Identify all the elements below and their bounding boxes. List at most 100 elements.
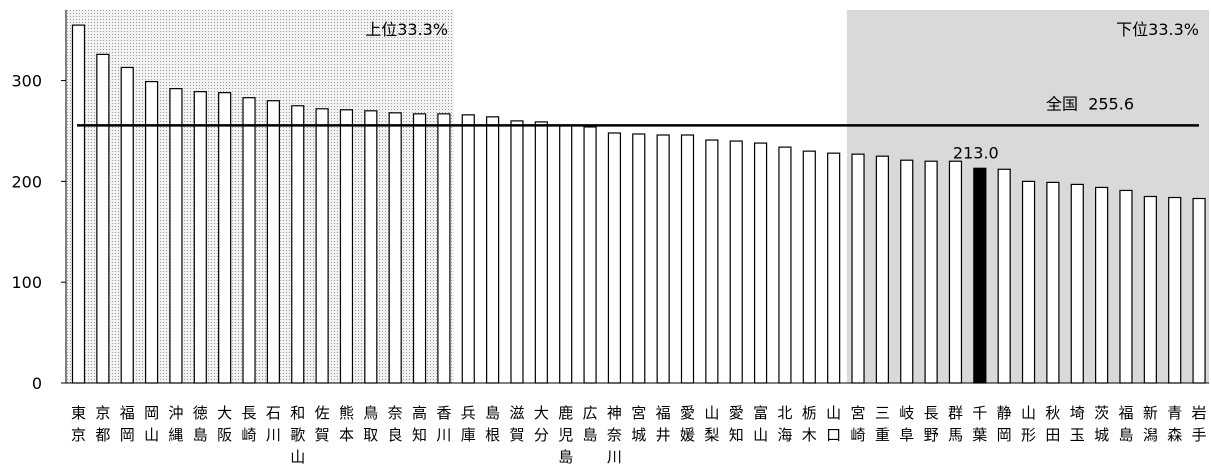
x-category-label: 群馬 (948, 404, 963, 444)
x-category-label: 三重 (875, 404, 890, 444)
x-category-label: 北海 (777, 404, 792, 444)
x-category-label: 和歌山 (290, 404, 305, 466)
x-category-label: 静岡 (997, 404, 1012, 444)
bar (802, 150, 816, 384)
bar (1143, 195, 1157, 384)
y-tick-label: 300 (11, 72, 42, 91)
x-category-label: 東京 (71, 404, 86, 444)
bar (315, 108, 329, 384)
bar (486, 116, 500, 384)
bar (412, 113, 427, 384)
y-tick-label: 100 (11, 273, 42, 292)
bar (948, 160, 963, 384)
x-category-label: 石川 (266, 404, 281, 444)
bar (1095, 186, 1109, 384)
x-category-label: 鹿児島 (558, 404, 573, 466)
bar (656, 134, 670, 384)
x-category-label: 大分 (534, 404, 549, 444)
x-category-label: 長崎 (242, 404, 257, 444)
x-category-label: 茨城 (1094, 404, 1109, 444)
bar (1046, 181, 1060, 384)
x-category-label: 高知 (412, 404, 427, 444)
x-category-label: 島根 (485, 404, 500, 444)
x-category-label: 鳥取 (363, 404, 378, 444)
x-category-label: 愛知 (729, 404, 744, 444)
bar (364, 110, 378, 384)
x-category-label: 佐賀 (315, 404, 330, 444)
x-category-label: 大阪 (217, 404, 232, 444)
national-average-label: 全国 255.6 (1046, 94, 1134, 113)
bar (266, 100, 280, 384)
bar (607, 132, 622, 384)
x-category-label: 岩手 (1192, 404, 1207, 444)
x-category-label: 広島 (583, 404, 598, 444)
x-category-label: 青森 (1167, 404, 1182, 444)
bar (461, 114, 475, 384)
bar (510, 120, 524, 384)
x-category-label: 愛媛 (680, 404, 695, 444)
bar-highlight (973, 167, 987, 384)
y-tick-label: 0 (32, 374, 42, 393)
bar (1021, 180, 1036, 384)
bar (559, 125, 573, 384)
x-category-label: 山梨 (704, 404, 719, 444)
x-category-label: 山形 (1021, 404, 1036, 444)
bar (120, 66, 134, 384)
bar (827, 152, 841, 384)
x-category-label: 沖縄 (168, 404, 183, 444)
x-category-label: 香川 (436, 404, 451, 444)
bar (144, 80, 159, 384)
x-category-label: 徳島 (193, 404, 208, 444)
bar (437, 113, 451, 384)
x-category-label: 滋賀 (509, 404, 524, 444)
x-category-label: 長野 (924, 404, 939, 444)
x-category-label: 熊本 (339, 404, 354, 444)
bar-series (71, 24, 1206, 384)
bar (218, 92, 232, 384)
bar (1119, 189, 1133, 384)
x-category-label: 奈良 (388, 404, 403, 444)
bar (1192, 197, 1206, 384)
bar (632, 133, 646, 384)
x-category-label: 福岡 (120, 404, 135, 444)
bar (851, 153, 865, 384)
bar (242, 97, 256, 384)
y-tick-label: 200 (11, 172, 42, 191)
x-category-label: 兵庫 (461, 404, 476, 444)
bar (96, 53, 110, 384)
x-category-label: 埼玉 (1070, 404, 1085, 444)
x-category-label: 岐阜 (899, 404, 914, 444)
national-average-line-group: 全国 255.6 (77, 94, 1199, 127)
x-category-label: 宮崎 (851, 404, 866, 444)
x-category-label: 秋田 (1045, 404, 1060, 444)
bar (729, 140, 743, 384)
bar (778, 146, 792, 384)
highlight-value-label: 213.0 (953, 143, 999, 162)
bar (169, 88, 183, 384)
bar (924, 160, 938, 384)
bar (388, 112, 402, 384)
bar (753, 142, 768, 384)
bar (193, 91, 207, 384)
bar (875, 155, 889, 384)
x-axis-category-labels: 東京京都福岡岡山沖縄徳島大阪長崎石川和歌山佐賀熊本鳥取奈良高知香川兵庫島根滋賀大… (71, 404, 1207, 466)
x-category-label: 千葉 (972, 404, 987, 444)
x-category-label: 栃木 (802, 404, 817, 444)
bar (1070, 183, 1084, 384)
bar (71, 24, 86, 384)
bar (291, 105, 305, 384)
lower-band-label: 下位33.3% (1116, 20, 1199, 39)
y-axis: 0 100 200 300 (11, 10, 1209, 393)
x-category-label: 福井 (656, 404, 671, 444)
x-category-label: 宮城 (631, 404, 646, 444)
x-category-label: 福島 (1118, 404, 1133, 444)
x-category-label: 富山 (753, 404, 768, 444)
bar (705, 139, 719, 384)
x-category-label: 新潟 (1143, 404, 1158, 444)
bar (900, 159, 914, 384)
bar (534, 121, 548, 384)
bar (997, 168, 1011, 384)
x-category-label: 京都 (95, 404, 110, 444)
